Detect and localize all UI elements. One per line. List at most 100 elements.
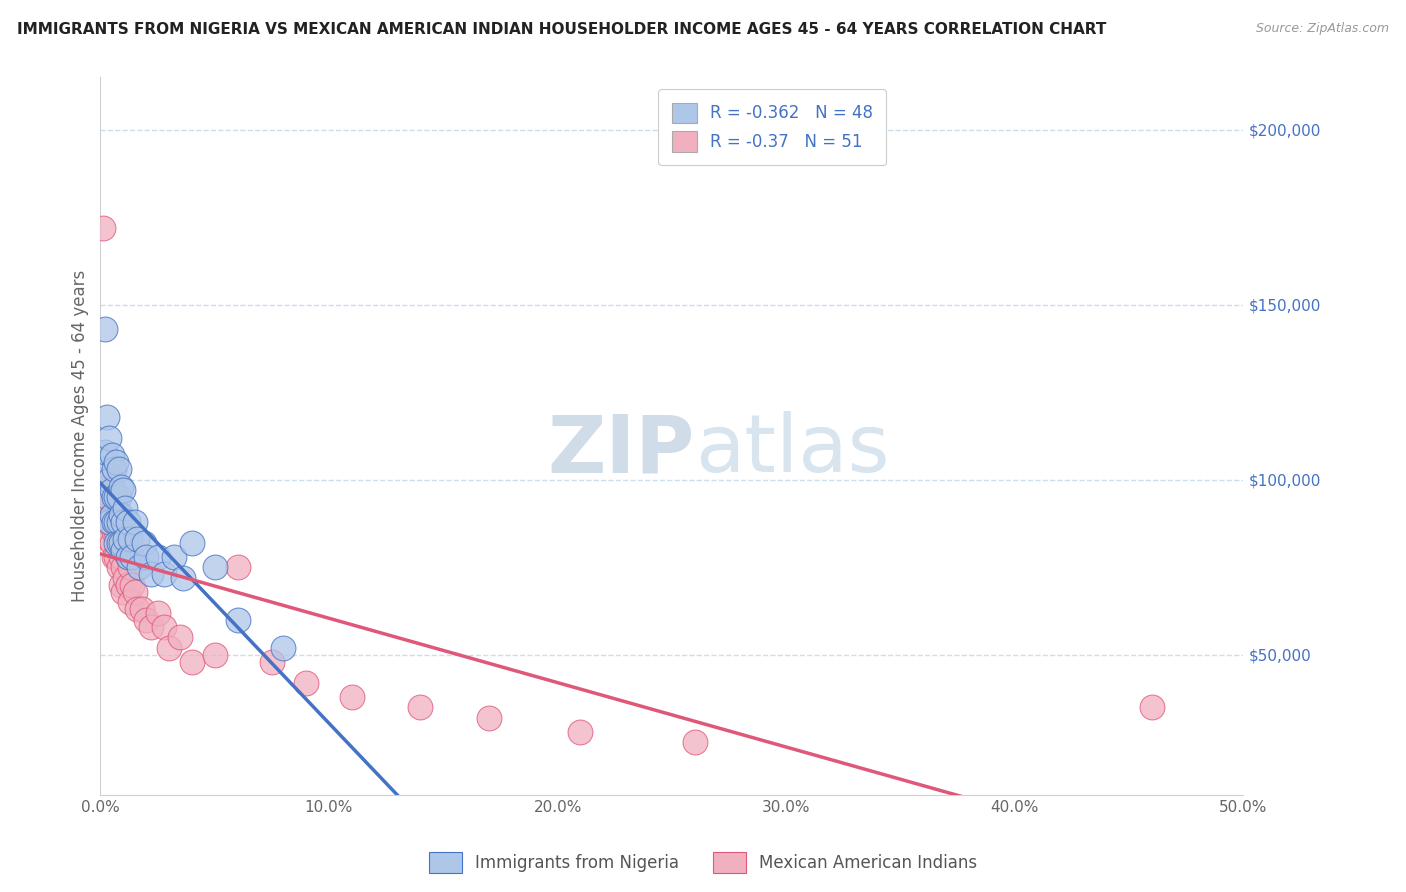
Point <box>112 542 135 557</box>
Point <box>101 480 124 494</box>
Point <box>120 560 142 574</box>
Point <box>101 448 124 462</box>
Point <box>103 549 125 564</box>
Point <box>146 549 169 564</box>
Point <box>114 500 136 515</box>
Point <box>107 536 129 550</box>
Point <box>112 584 135 599</box>
Point <box>569 724 592 739</box>
Point <box>114 533 136 547</box>
Point <box>117 549 139 564</box>
Point <box>101 536 124 550</box>
Point <box>94 445 117 459</box>
Point <box>107 508 129 522</box>
Point <box>146 606 169 620</box>
Point <box>139 567 162 582</box>
Point <box>260 655 283 669</box>
Point <box>91 220 114 235</box>
Point <box>131 602 153 616</box>
Point <box>226 560 249 574</box>
Point <box>180 536 202 550</box>
Point <box>128 560 150 574</box>
Point <box>110 508 132 522</box>
Point <box>124 584 146 599</box>
Point <box>110 480 132 494</box>
Point <box>121 549 143 564</box>
Point <box>117 549 139 564</box>
Point <box>125 533 148 547</box>
Point <box>107 560 129 574</box>
Point <box>110 536 132 550</box>
Point <box>94 322 117 336</box>
Point <box>96 480 118 494</box>
Point <box>180 655 202 669</box>
Point <box>114 542 136 557</box>
Point <box>110 518 132 533</box>
Text: Source: ZipAtlas.com: Source: ZipAtlas.com <box>1256 22 1389 36</box>
Point <box>107 515 129 529</box>
Point <box>107 536 129 550</box>
Point <box>105 491 128 505</box>
Point <box>478 711 501 725</box>
Point <box>105 455 128 469</box>
Point <box>683 735 706 749</box>
Point <box>172 571 194 585</box>
Point <box>105 491 128 505</box>
Point <box>125 602 148 616</box>
Point <box>157 640 180 655</box>
Point <box>162 549 184 564</box>
Point <box>98 533 121 547</box>
Point <box>169 630 191 644</box>
Point <box>101 483 124 498</box>
Legend: R = -0.362   N = 48, R = -0.37   N = 51: R = -0.362 N = 48, R = -0.37 N = 51 <box>658 89 886 165</box>
Point <box>110 549 132 564</box>
Point <box>409 700 432 714</box>
Point <box>135 613 157 627</box>
Point <box>153 567 176 582</box>
Point <box>340 690 363 704</box>
Point <box>295 675 318 690</box>
Point <box>139 620 162 634</box>
Point <box>110 578 132 592</box>
Point <box>204 560 226 574</box>
Point <box>91 462 114 476</box>
Point <box>204 648 226 662</box>
Point <box>98 500 121 515</box>
Point <box>135 549 157 564</box>
Point <box>103 525 125 540</box>
Point <box>98 473 121 487</box>
Point <box>101 508 124 522</box>
Point <box>103 497 125 511</box>
Legend: Immigrants from Nigeria, Mexican American Indians: Immigrants from Nigeria, Mexican America… <box>422 846 984 880</box>
Point <box>103 491 125 505</box>
Point <box>94 473 117 487</box>
Point <box>107 462 129 476</box>
Point <box>105 515 128 529</box>
Y-axis label: Householder Income Ages 45 - 64 years: Householder Income Ages 45 - 64 years <box>72 270 89 602</box>
Point <box>96 515 118 529</box>
Point <box>103 462 125 476</box>
Point <box>96 491 118 505</box>
Point <box>103 515 125 529</box>
Point <box>112 525 135 540</box>
Point <box>112 483 135 498</box>
Point <box>271 640 294 655</box>
Point <box>132 536 155 550</box>
Point <box>121 578 143 592</box>
Point <box>153 620 176 634</box>
Point <box>120 595 142 609</box>
Point <box>105 525 128 540</box>
Point <box>105 549 128 564</box>
Point <box>112 515 135 529</box>
Point <box>105 536 128 550</box>
Point <box>112 560 135 574</box>
Point <box>1140 700 1163 714</box>
Point <box>117 515 139 529</box>
Point <box>98 431 121 445</box>
Point <box>124 515 146 529</box>
Text: IMMIGRANTS FROM NIGERIA VS MEXICAN AMERICAN INDIAN HOUSEHOLDER INCOME AGES 45 - : IMMIGRANTS FROM NIGERIA VS MEXICAN AMERI… <box>17 22 1107 37</box>
Point <box>120 533 142 547</box>
Point <box>107 491 129 505</box>
Point <box>96 409 118 424</box>
Point <box>101 508 124 522</box>
